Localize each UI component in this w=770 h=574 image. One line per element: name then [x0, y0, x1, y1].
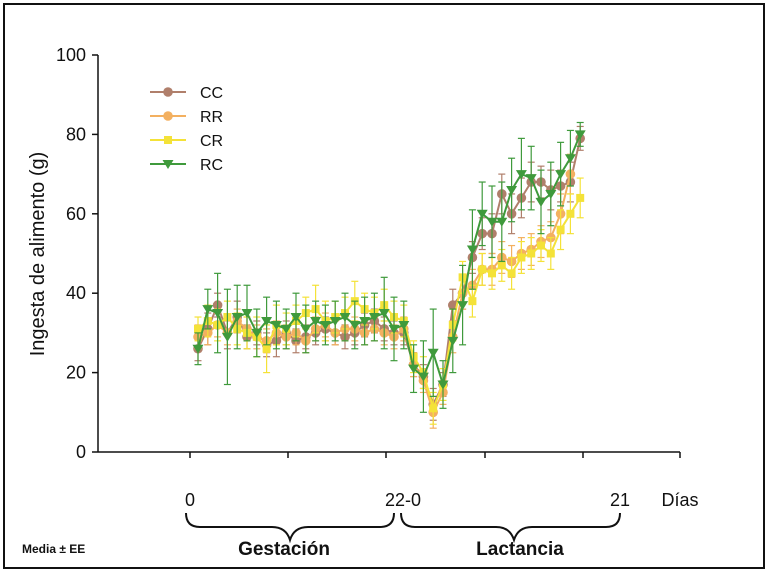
point-rc: [574, 130, 586, 140]
line-rc: [197, 134, 582, 389]
y-tick-label: 0: [76, 442, 86, 462]
point-rc: [329, 316, 341, 326]
legend-item-rc: RC: [150, 157, 223, 174]
point-cr: [507, 269, 516, 278]
point-rc: [447, 336, 459, 346]
legend-label-rr: RR: [200, 109, 223, 126]
point-rc: [427, 348, 439, 358]
point-rc: [319, 320, 331, 330]
point-rc: [202, 305, 214, 315]
point-rc: [564, 154, 576, 164]
legend-marker-cr: [164, 136, 172, 144]
series-rc: [192, 121, 586, 413]
point-rc: [192, 344, 204, 354]
point-cr: [527, 249, 536, 258]
point-rc: [339, 313, 351, 323]
legend-label-rc: RC: [200, 157, 223, 174]
point-rc: [231, 313, 243, 323]
y-tick-label: 60: [66, 204, 86, 224]
point-rc: [457, 301, 469, 311]
lactancia-label: Lactancia: [476, 539, 564, 560]
point-cr: [556, 225, 565, 234]
point-rc: [506, 185, 518, 195]
point-rc: [525, 174, 537, 184]
legend-item-rr: RR: [150, 109, 223, 126]
point-cr: [478, 265, 487, 274]
point-rc: [290, 313, 302, 323]
point-rc: [359, 316, 371, 326]
legend-label-cc: CC: [200, 85, 223, 102]
point-rc: [280, 324, 292, 334]
point-cr: [488, 269, 496, 278]
series-layer: [192, 121, 586, 429]
point-rc: [251, 328, 263, 338]
point-rc: [261, 316, 273, 326]
x-marker-dias: Días: [661, 490, 698, 510]
point-cr: [566, 209, 575, 218]
legend-label-cr: CR: [200, 133, 223, 150]
point-rc: [212, 309, 224, 319]
point-rc: [535, 197, 547, 207]
gestacion-brace: [185, 512, 395, 544]
legend-item-cc: CC: [150, 85, 223, 102]
point-rc: [241, 309, 253, 319]
point-rc: [437, 380, 449, 390]
point-cr: [546, 249, 555, 258]
point-rc: [476, 209, 488, 219]
point-rc: [368, 313, 380, 323]
point-rc: [378, 309, 390, 319]
legend-marker-rc: [162, 160, 174, 169]
legend: CC RR CR RC: [150, 85, 223, 174]
point-cr: [497, 261, 506, 270]
point-rc: [545, 189, 557, 199]
x-marker-0: 0: [185, 490, 195, 510]
point-rc: [310, 316, 322, 326]
gestacion-label: Gestación: [238, 539, 330, 560]
axes: 0 20 40 60 80 100: [56, 45, 681, 462]
point-rc: [486, 217, 498, 227]
y-tick-label: 20: [66, 363, 86, 383]
y-axis-label: Ingesta de alimento (g): [27, 152, 49, 357]
legend-marker-cc: [163, 87, 173, 97]
lactancia-brace: [400, 512, 621, 544]
legend-marker-rr: [163, 111, 173, 121]
point-rc: [398, 320, 410, 330]
point-cr: [517, 253, 526, 262]
y-tick-label: 100: [56, 45, 86, 65]
y-tick-label: 80: [66, 124, 86, 144]
point-rc: [388, 324, 400, 334]
point-cr: [194, 324, 202, 333]
line-cr: [197, 197, 582, 412]
point-rc: [270, 320, 282, 330]
point-rc: [221, 332, 233, 342]
point-rc: [515, 170, 527, 180]
point-rc: [466, 245, 478, 255]
y-tick-label: 40: [66, 283, 86, 303]
series-cr: [194, 177, 585, 425]
point-rc: [496, 217, 508, 227]
point-rc: [408, 364, 420, 374]
stats-note: Media ± EE: [22, 542, 85, 556]
point-cr: [576, 193, 585, 202]
x-marker-22-0: 22-0: [385, 490, 421, 510]
point-cr: [468, 297, 477, 306]
point-cc: [448, 300, 458, 310]
point-cr: [429, 404, 438, 413]
point-cr: [262, 344, 271, 353]
point-cr: [537, 241, 545, 250]
point-rc: [417, 372, 429, 382]
point-rc: [555, 170, 567, 180]
point-rc: [349, 320, 361, 330]
legend-item-cr: CR: [150, 133, 223, 150]
point-rc: [300, 324, 312, 334]
x-marker-21: 21: [610, 490, 630, 510]
